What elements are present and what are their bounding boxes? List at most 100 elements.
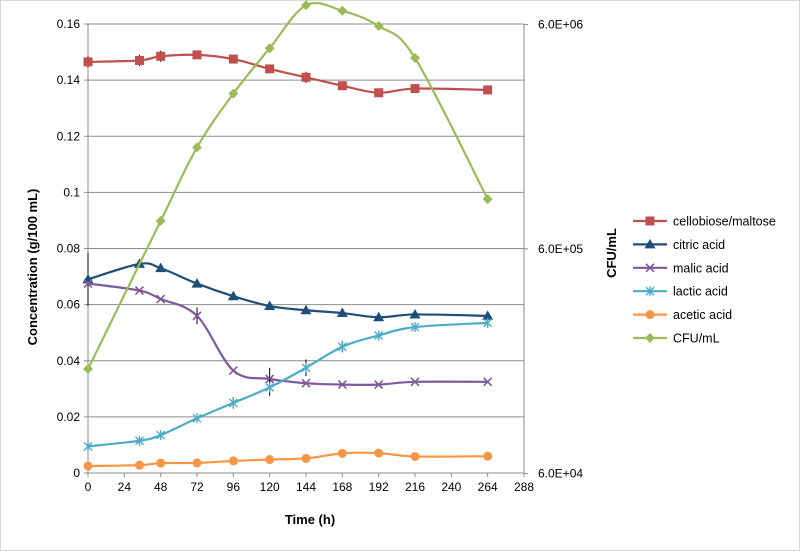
series-acetic-acid xyxy=(83,448,493,471)
data-point xyxy=(155,262,167,273)
data-point xyxy=(228,397,238,408)
legend-marker xyxy=(645,286,655,297)
data-point xyxy=(192,458,202,468)
x-tick-label: 264 xyxy=(478,480,498,494)
data-point xyxy=(301,362,311,373)
data-point xyxy=(301,378,311,388)
data-point xyxy=(265,64,275,74)
x-tick-label: 216 xyxy=(405,480,425,494)
data-point xyxy=(301,0,311,11)
data-point xyxy=(337,341,347,352)
series-cellobiose-maltose xyxy=(83,50,493,98)
series-citric-acid xyxy=(82,252,494,322)
legend-label: citric acid xyxy=(673,238,725,252)
y-tick-label: 0.16 xyxy=(57,17,81,31)
y2-tick-label: 6.0E+05 xyxy=(538,242,583,256)
axes: 0 0.02 0.04 0.06 0.08 0.1 0.12 0.14 0.16 0 24 48 72 9… xyxy=(57,17,584,494)
data-point xyxy=(300,304,312,315)
series-cfu-ml xyxy=(83,0,493,375)
legend-marker xyxy=(645,310,655,320)
y-tick-label: 0.02 xyxy=(57,410,81,424)
gridlines xyxy=(88,23,524,418)
legend-label: CFU/mL xyxy=(673,332,720,346)
data-point xyxy=(192,413,202,424)
x-axis-title: Time (h) xyxy=(285,512,335,527)
legend-marker xyxy=(645,333,655,343)
data-point xyxy=(483,317,493,328)
legend-label: acetic acid xyxy=(673,308,732,322)
data-point xyxy=(134,460,144,470)
x-tick-label: 72 xyxy=(190,480,204,494)
data-point xyxy=(192,142,202,153)
x-tick-label: 24 xyxy=(118,480,132,494)
data-point xyxy=(228,366,238,376)
data-point xyxy=(156,294,166,304)
data-point xyxy=(227,290,239,301)
data-point xyxy=(410,377,420,387)
data-point xyxy=(301,72,311,82)
data-point xyxy=(374,380,384,390)
data-point xyxy=(410,322,420,333)
legend-label: malic acid xyxy=(673,261,729,275)
data-point xyxy=(265,382,275,393)
legend-item: citric acid xyxy=(633,238,725,252)
legend-item: lactic acid xyxy=(633,285,728,299)
legend-marker xyxy=(645,263,655,273)
x-tick-label: 240 xyxy=(441,480,461,494)
data-point xyxy=(373,21,384,32)
data-point xyxy=(83,279,93,289)
data-point xyxy=(156,51,166,61)
x-tick-label: 96 xyxy=(227,480,241,494)
legend-marker xyxy=(645,216,655,226)
data-point xyxy=(83,461,93,471)
y2-axis-title: CFU/mL xyxy=(604,228,619,278)
legend-item: CFU/mL xyxy=(633,332,720,346)
y-tick-label: 0.12 xyxy=(57,129,81,143)
data-point xyxy=(264,43,275,54)
data-point xyxy=(337,380,347,390)
data-point xyxy=(156,430,166,441)
data-point xyxy=(410,84,420,94)
data-point xyxy=(191,278,203,288)
data-point xyxy=(83,441,93,452)
legend-label: lactic acid xyxy=(673,285,728,299)
data-point xyxy=(155,215,166,226)
y-tick-label: 0.08 xyxy=(57,242,81,256)
data-point xyxy=(336,307,348,318)
data-point xyxy=(409,308,421,319)
x-tick-label: 144 xyxy=(296,480,316,494)
x-tick-label: 288 xyxy=(514,480,534,494)
y-tick-label: 0.14 xyxy=(57,73,81,87)
data-point xyxy=(483,451,493,461)
y-axis-title: Concentration (g/100 mL) xyxy=(25,189,40,346)
data-point xyxy=(410,53,420,64)
legend-item: malic acid xyxy=(633,261,729,275)
legend-item: acetic acid xyxy=(633,308,732,322)
x-tick-label: 192 xyxy=(369,480,389,494)
y-tick-label: 0 xyxy=(73,466,80,480)
data-point xyxy=(134,55,144,65)
series-line xyxy=(87,1,489,370)
data-point xyxy=(374,330,384,341)
y-tick-label: 0.04 xyxy=(57,354,81,368)
data-point xyxy=(483,85,493,95)
data-point xyxy=(265,455,275,465)
x-tick-label: 48 xyxy=(154,480,168,494)
data-point xyxy=(482,310,494,320)
y-tick-label: 0.1 xyxy=(63,185,80,199)
data-point xyxy=(374,448,384,458)
data-point xyxy=(192,311,202,321)
data-point xyxy=(410,451,420,461)
legend-marker xyxy=(644,238,656,249)
series-lactic-acid xyxy=(83,317,493,452)
data-point xyxy=(228,54,238,64)
data-point xyxy=(264,300,276,311)
data-point xyxy=(337,5,348,16)
data-point xyxy=(373,311,385,322)
data-point xyxy=(228,88,239,99)
y-tick-label: 0.06 xyxy=(57,298,81,312)
data-point xyxy=(192,50,202,60)
x-tick-label: 120 xyxy=(260,480,280,494)
